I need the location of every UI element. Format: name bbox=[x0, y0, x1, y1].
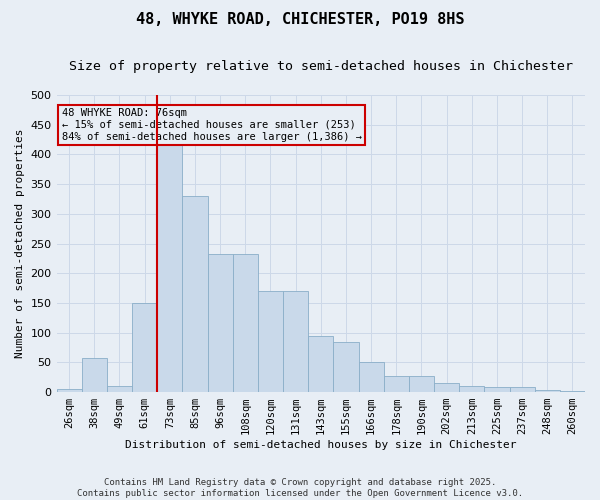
Bar bbox=[107, 386, 132, 392]
Bar bbox=[182, 196, 208, 392]
Bar bbox=[258, 291, 283, 392]
Bar bbox=[233, 254, 258, 392]
Bar bbox=[509, 388, 535, 392]
Bar bbox=[535, 390, 560, 392]
Bar bbox=[157, 142, 182, 392]
Bar bbox=[334, 342, 359, 392]
Bar bbox=[82, 358, 107, 392]
Bar bbox=[56, 389, 82, 392]
Bar bbox=[283, 291, 308, 392]
Bar bbox=[132, 303, 157, 392]
Bar bbox=[208, 254, 233, 392]
Text: 48, WHYKE ROAD, CHICHESTER, PO19 8HS: 48, WHYKE ROAD, CHICHESTER, PO19 8HS bbox=[136, 12, 464, 28]
Text: Contains HM Land Registry data © Crown copyright and database right 2025.
Contai: Contains HM Land Registry data © Crown c… bbox=[77, 478, 523, 498]
Bar bbox=[459, 386, 484, 392]
Text: 48 WHYKE ROAD: 76sqm
← 15% of semi-detached houses are smaller (253)
84% of semi: 48 WHYKE ROAD: 76sqm ← 15% of semi-detac… bbox=[62, 108, 362, 142]
Y-axis label: Number of semi-detached properties: Number of semi-detached properties bbox=[15, 129, 25, 358]
Bar bbox=[434, 383, 459, 392]
Bar bbox=[383, 376, 409, 392]
Bar bbox=[359, 362, 383, 392]
Bar bbox=[308, 336, 334, 392]
Bar bbox=[484, 388, 509, 392]
X-axis label: Distribution of semi-detached houses by size in Chichester: Distribution of semi-detached houses by … bbox=[125, 440, 517, 450]
Bar bbox=[409, 376, 434, 392]
Title: Size of property relative to semi-detached houses in Chichester: Size of property relative to semi-detach… bbox=[69, 60, 573, 73]
